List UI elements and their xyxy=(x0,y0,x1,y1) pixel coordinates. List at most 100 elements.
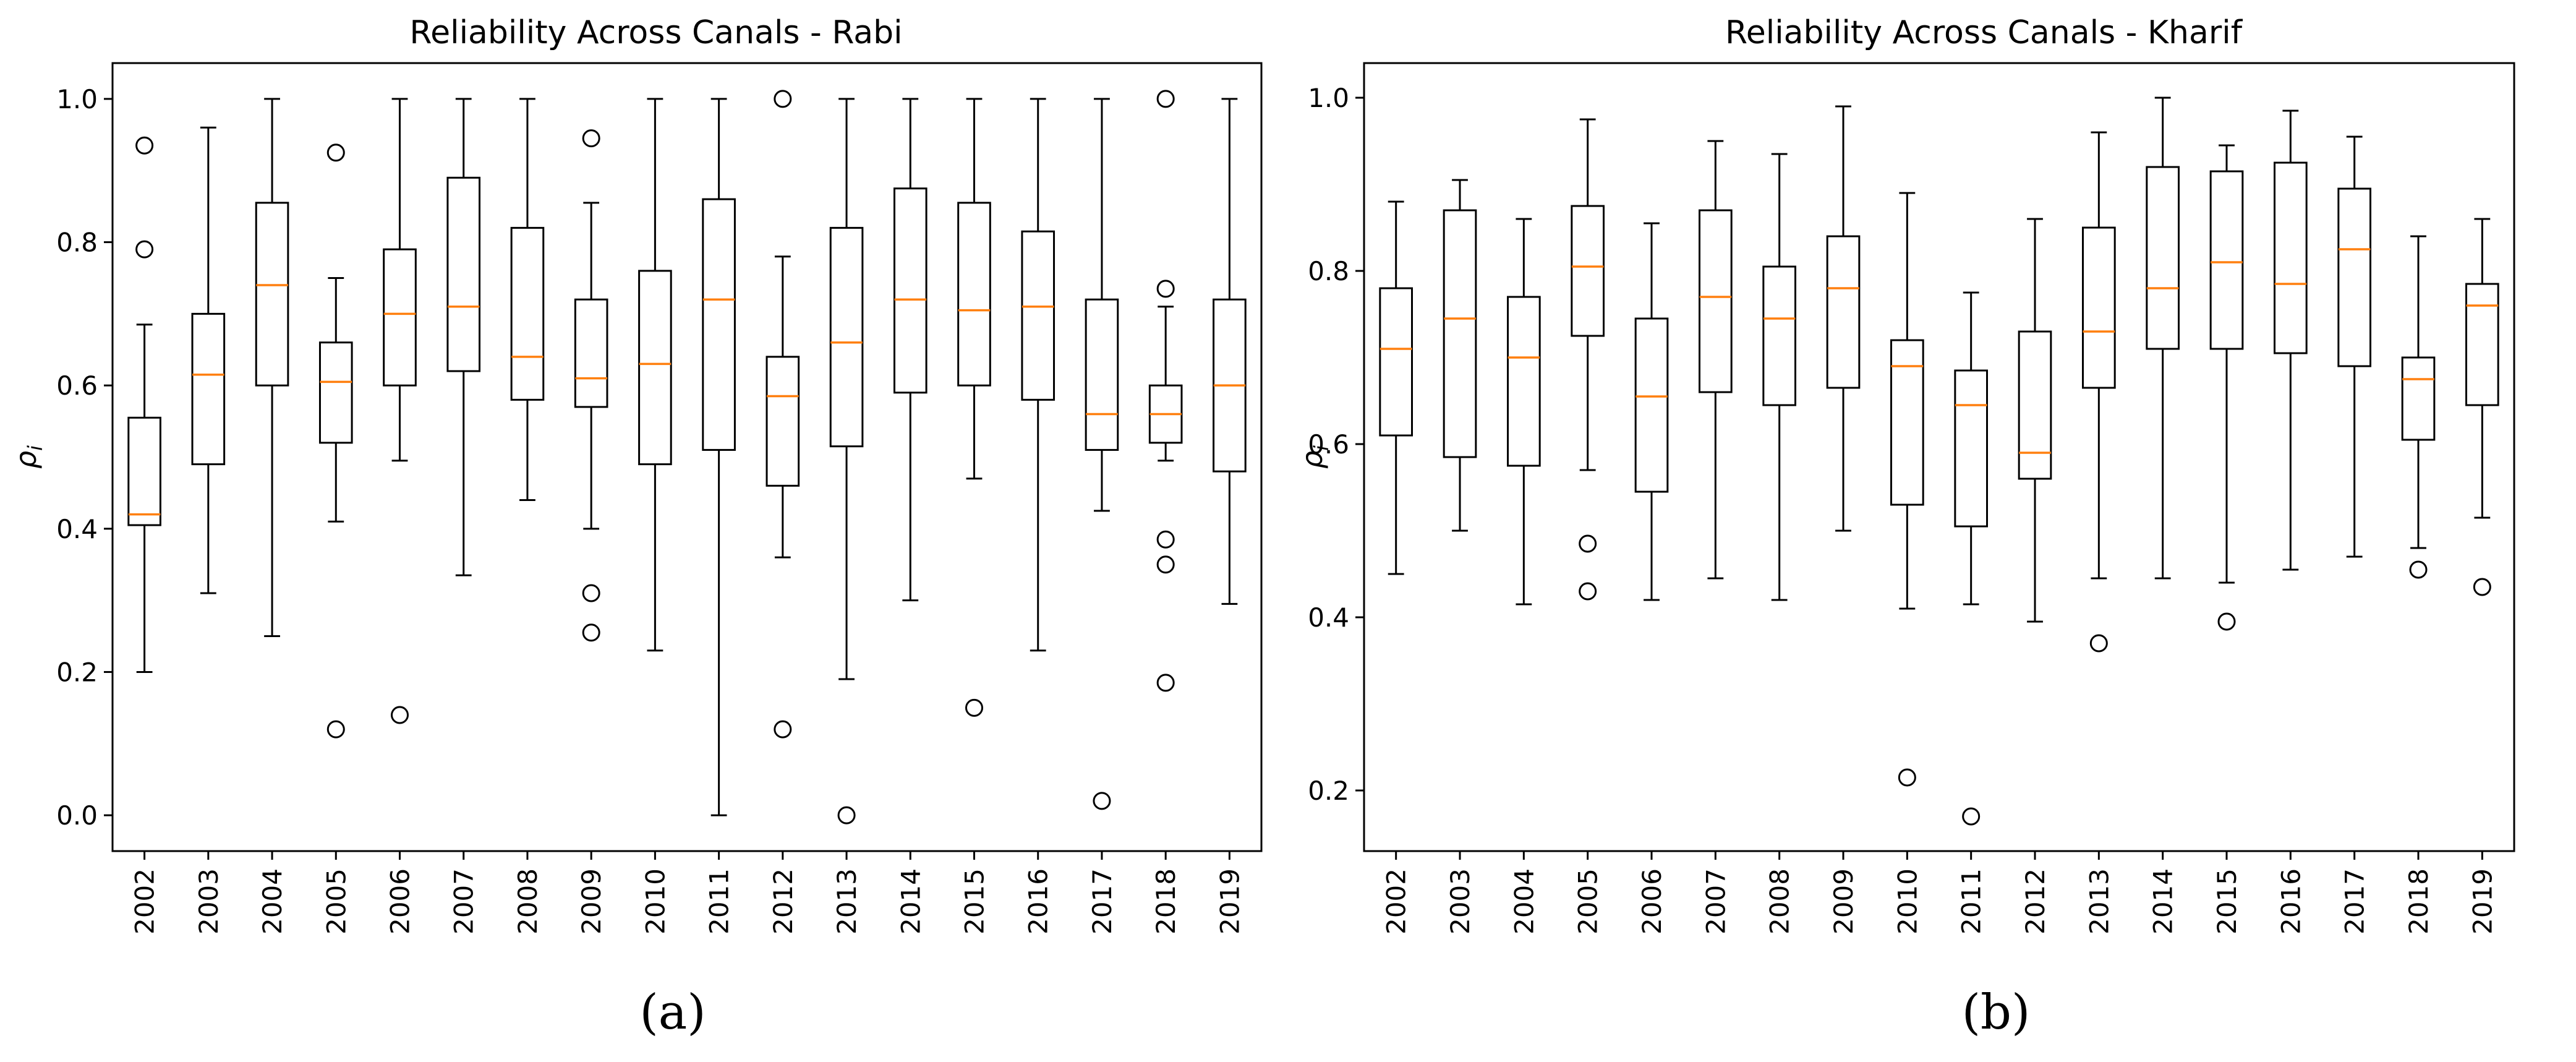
x-tick-label: 2014 xyxy=(2148,868,2178,935)
y-tick-label: 0.8 xyxy=(56,228,98,258)
x-tick-label: 2005 xyxy=(321,868,351,935)
box-iqr xyxy=(1443,209,1477,458)
box-rabi-2016 xyxy=(1021,98,1056,652)
x-tick-label: 2009 xyxy=(1828,868,1859,935)
boxes-kharif xyxy=(1379,96,2499,826)
chart-title-rabi: Reliability Across Canals - Rabi xyxy=(409,14,902,51)
box-iqr xyxy=(255,202,289,387)
box-iqr xyxy=(2082,226,2116,389)
box-kharif-2012 xyxy=(2018,218,2052,623)
x-tick-label: 2006 xyxy=(385,868,416,935)
outlier-point xyxy=(582,623,600,642)
box-kharif-2002 xyxy=(1379,200,1413,575)
box-rabi-2011 xyxy=(702,98,736,816)
box-iqr xyxy=(383,248,417,387)
outlier-point xyxy=(837,806,856,824)
box-rabi-2006 xyxy=(383,98,417,724)
box-iqr xyxy=(893,187,928,394)
box-iqr xyxy=(2274,161,2308,354)
box-rabi-2007 xyxy=(446,98,481,576)
x-tick-label: 2004 xyxy=(257,868,288,935)
outlier-point xyxy=(1156,674,1175,692)
outlier-point xyxy=(1898,768,1916,787)
outlier-point xyxy=(1156,280,1175,298)
box-kharif-2014 xyxy=(2146,96,2180,580)
chart-kharif: Reliability Across Canals - Kharif ρi 0.… xyxy=(1295,14,2515,935)
x-tick-label: 2013 xyxy=(2084,868,2114,935)
box-rabi-2002 xyxy=(127,136,161,673)
box-kharif-2018 xyxy=(2401,235,2436,579)
outlier-point xyxy=(135,240,154,259)
y-tick-label: 0.2 xyxy=(56,657,98,687)
plot-frame-kharif xyxy=(1363,62,2515,852)
box-kharif-2004 xyxy=(1507,218,1541,606)
x-tick-label: 2017 xyxy=(2340,868,2370,935)
x-tick-label: 2016 xyxy=(1023,868,1054,935)
y-tick-label: 0.2 xyxy=(1308,776,1349,806)
y-tick-label: 0.4 xyxy=(56,514,98,544)
x-tick-label: 2011 xyxy=(704,868,735,935)
box-iqr xyxy=(2209,170,2244,350)
box-iqr xyxy=(1021,230,1056,401)
x-tick-label: 2002 xyxy=(1381,868,1412,935)
outlier-point xyxy=(326,720,345,739)
x-tick-label: 2007 xyxy=(449,868,479,935)
x-tick-label: 2011 xyxy=(1956,868,1987,935)
x-tick-label: 2015 xyxy=(2212,868,2242,935)
y-axis-label-kharif: ρi xyxy=(1295,445,1333,469)
box-rabi-2012 xyxy=(766,90,800,739)
box-iqr xyxy=(1634,317,1669,493)
box-iqr xyxy=(574,298,608,408)
box-rabi-2014 xyxy=(893,98,928,602)
plot-frame-rabi xyxy=(111,62,1263,852)
outlier-point xyxy=(2217,612,2236,631)
box-kharif-2013 xyxy=(2082,131,2116,653)
box-iqr xyxy=(2018,330,2052,480)
box-iqr xyxy=(318,341,353,444)
box-iqr xyxy=(1085,298,1119,451)
x-axis-ticks-rabi: 2002 2003 2004 2005 2006 2007 2008 2009 2010 2011… xyxy=(130,851,1245,935)
outlier-point xyxy=(391,706,409,724)
outlier-point xyxy=(1579,534,1597,553)
y-tick-label: 0.0 xyxy=(56,800,98,831)
box-rabi-2015 xyxy=(957,98,991,717)
box-rabi-2008 xyxy=(510,98,545,501)
box-kharif-2008 xyxy=(1762,153,1796,601)
y-tick-label: 0.8 xyxy=(1308,256,1349,286)
x-tick-label: 2002 xyxy=(130,868,160,935)
box-iqr xyxy=(1571,205,1605,337)
y-axis-ticks-rabi: 0.0 0.2 0.4 0.6 0.8 1.0 xyxy=(56,84,113,831)
box-iqr xyxy=(2337,187,2371,367)
outlier-point xyxy=(2473,578,2491,596)
x-tick-label: 2010 xyxy=(1892,868,1922,935)
box-iqr xyxy=(446,176,481,372)
box-iqr xyxy=(957,202,991,387)
chart-rabi: Reliability Across Canals - Rabi ρi 0.00… xyxy=(9,14,1263,935)
x-tick-label: 2012 xyxy=(2020,868,2050,935)
x-tick-label: 2016 xyxy=(2275,868,2306,935)
x-tick-label: 2005 xyxy=(1573,868,1603,935)
box-rabi-2005 xyxy=(318,143,353,739)
outlier-point xyxy=(326,143,345,162)
x-tick-label: 2008 xyxy=(513,868,543,935)
x-tick-label: 2004 xyxy=(1509,868,1539,935)
outlier-point xyxy=(2409,560,2428,579)
box-rabi-2013 xyxy=(829,98,864,824)
box-iqr xyxy=(1699,209,1733,393)
y-tick-label: 1.0 xyxy=(1308,83,1349,113)
x-tick-label: 2019 xyxy=(1214,868,1245,935)
outlier-point xyxy=(1156,90,1175,108)
y-tick-label: 0.4 xyxy=(1308,602,1349,633)
x-tick-label: 2003 xyxy=(1445,868,1475,935)
x-tick-label: 2007 xyxy=(1700,868,1731,935)
outlier-point xyxy=(2089,634,2108,653)
x-tick-label: 2010 xyxy=(640,868,670,935)
box-iqr xyxy=(829,226,864,448)
x-tick-label: 2006 xyxy=(1637,868,1667,935)
box-kharif-2003 xyxy=(1443,179,1477,532)
chart-title-kharif: Reliability Across Canals - Kharif xyxy=(1725,14,2243,51)
box-iqr xyxy=(2465,283,2499,406)
box-rabi-2003 xyxy=(191,126,226,594)
outlier-point xyxy=(1156,530,1175,549)
box-iqr xyxy=(1890,339,1924,506)
